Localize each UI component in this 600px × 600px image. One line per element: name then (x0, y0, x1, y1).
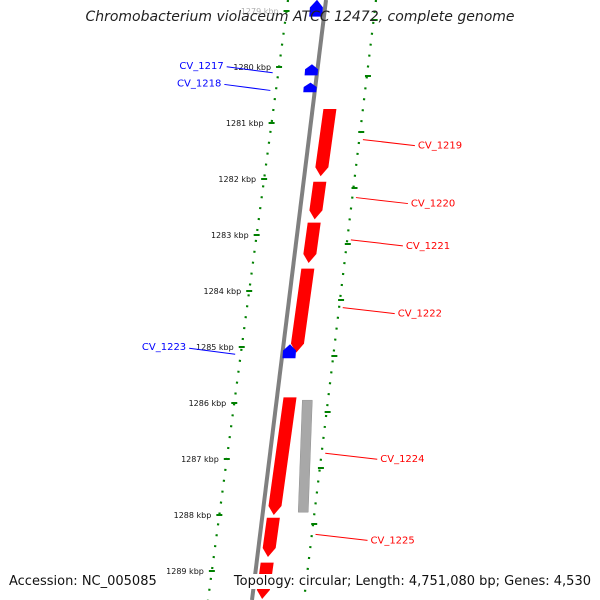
gene-label-leader (355, 197, 408, 205)
tick-label: 1283 kbp (211, 231, 249, 240)
gene-label[interactable]: CV_1224 (380, 454, 424, 465)
map-title: Chromobacterium violaceum ATCC 12472, co… (85, 9, 515, 25)
gene-label[interactable]: CV_1221 (406, 241, 450, 252)
gene-feature[interactable] (290, 268, 315, 353)
gene-feature[interactable] (303, 222, 321, 263)
gene-label[interactable]: CV_1217 (179, 61, 223, 72)
gene-label[interactable]: CV_1219 (418, 141, 462, 152)
backbone-layer (250, 0, 328, 600)
gene-label-leader (189, 347, 236, 355)
gene-label-leader (350, 239, 403, 247)
tick-label: 1279 kbp (241, 7, 279, 16)
gene-feature[interactable] (268, 397, 297, 515)
gene-feature[interactable] (297, 399, 313, 513)
gene-feature[interactable] (309, 0, 323, 17)
gene-feature[interactable] (282, 344, 297, 359)
tick-layer: 1279 kbp 1280 kbp 1281 kbp 1282 kbp 1283 kbp… (166, 0, 378, 600)
gene-label-leader (315, 533, 368, 541)
gene-label[interactable]: CV_1218 (177, 78, 221, 89)
gene-layer (256, 0, 337, 599)
gene-label-leader (325, 452, 378, 460)
tick-label: 1280 kbp (233, 63, 271, 72)
tick-label: 1282 kbp (218, 175, 256, 184)
tick-label: 1289 kbp (166, 567, 204, 576)
gene-feature[interactable] (309, 181, 327, 220)
gene-feature[interactable] (262, 517, 280, 557)
gene-feature[interactable] (315, 109, 337, 177)
gene-label[interactable]: CV_1220 (411, 199, 455, 210)
gene-label-leader (362, 139, 415, 147)
inner-tick-track (206, 0, 290, 600)
gene-label[interactable]: CV_1225 (371, 535, 415, 546)
tick-label: 1288 kbp (174, 511, 212, 520)
genome-backbone (250, 0, 328, 600)
tick-label: 1286 kbp (189, 399, 227, 408)
gene-label-leader (342, 307, 395, 315)
genome-summary-text: Topology: circular; Length: 4,751,080 bp… (230, 574, 591, 589)
tick-label: 1285 kbp (196, 343, 234, 352)
gene-label-leader (226, 66, 273, 74)
outer-tick-track (302, 0, 378, 600)
gene-feature[interactable] (304, 64, 319, 76)
gene-label[interactable]: CV_1222 (398, 309, 442, 320)
gene-label[interactable]: CV_1223 (142, 342, 186, 353)
tick-label: 1284 kbp (203, 287, 241, 296)
gene-feature[interactable] (303, 82, 317, 93)
accession-text: Accession: NC_005085 (9, 574, 157, 589)
gene-label-layer: CV_1217 CV_1218 CV_1219 CV_1220 CV_1221 CV_12… (142, 61, 462, 547)
tick-label: 1287 kbp (181, 455, 219, 464)
tick-label: 1281 kbp (226, 119, 264, 128)
gene-label-leader (224, 83, 271, 91)
